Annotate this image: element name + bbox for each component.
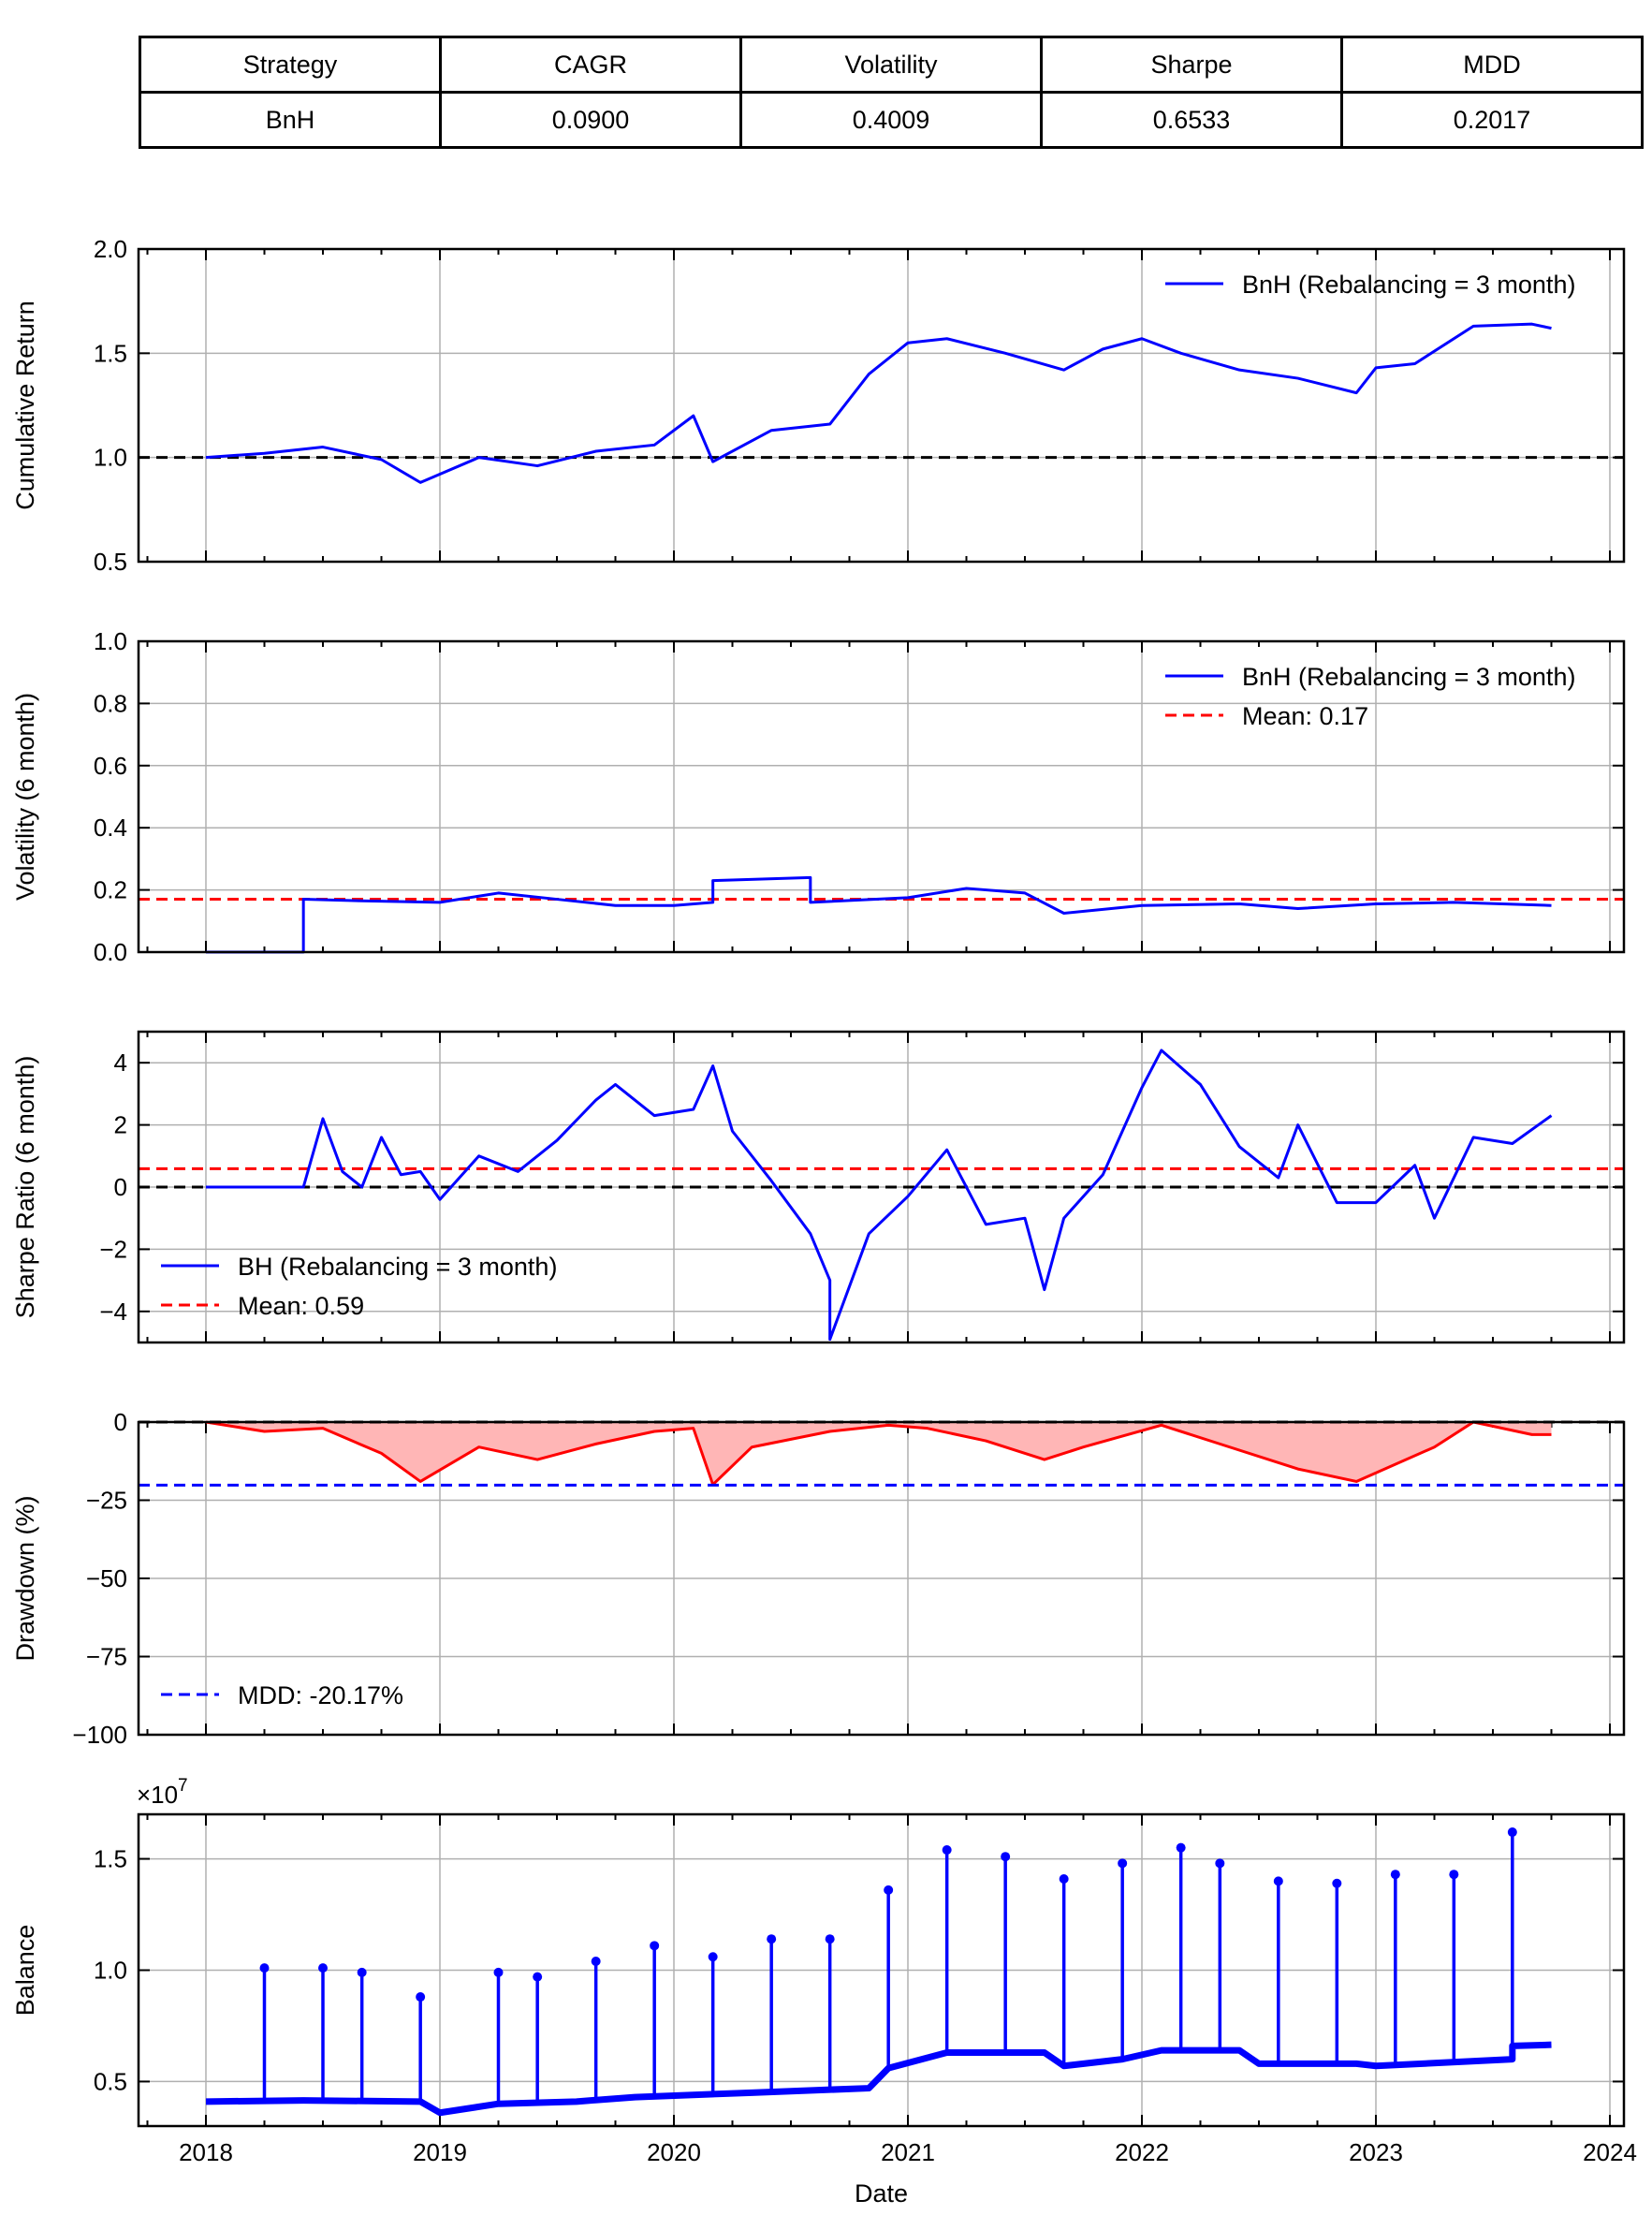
balance-baseline [205,2041,1552,2117]
y-tick-label: 2.0 [94,235,127,263]
y-tick-label: 2 [114,1111,127,1139]
drawdown-area [206,1422,1552,1485]
legend-label-bnh: BnH (Rebalancing = 3 month) [1242,271,1575,299]
y-tick-label: −25 [86,1487,127,1515]
balance-point [1176,1842,1186,1853]
legend-label-bh: BH (Rebalancing = 3 month) [238,1253,557,1281]
plot-frame [137,1420,1626,1737]
offset-exponent: 7 [178,1776,188,1796]
balance-point [1118,1858,1128,1869]
series-bnh-line [205,322,1552,484]
balance-point [1507,1827,1517,1838]
balance-point [533,1972,543,1982]
table-header-cell: Strategy [139,36,442,94]
table-header-cell: CAGR [439,36,742,94]
y-axis-label: Drawdown (%) [11,1495,39,1661]
x-tick-label: 2023 [1349,2138,1403,2166]
y-tick-label: 0.6 [94,752,127,780]
table-cell: 0.2017 [1340,91,1644,149]
panel-5 [137,1812,1626,2128]
x-axis-label: Date [855,2179,908,2208]
y-tick-label: 0.5 [94,2067,127,2095]
y-tick-label: 0.5 [94,548,127,576]
legend-label-bnh: BnH (Rebalancing = 3 month) [1242,663,1575,691]
balance-point [1059,1873,1069,1884]
panel-3 [137,1030,1626,1344]
legend-label-mean: Mean: 0.59 [238,1292,364,1320]
series-bh-line [206,1049,1553,1342]
y-tick-label: 1.0 [94,444,127,472]
y-axis-label: Sharpe Ratio (6 month) [11,1056,39,1319]
y-axis-label: Cumulative Return [11,301,39,510]
balance-point [357,1967,367,1977]
panel-4 [137,1420,1626,1737]
table-header-cell: Volatility [739,36,1043,94]
balance-point [1332,1878,1342,1888]
balance-point [942,1845,952,1856]
metrics-table-header-row: Strategy CAGR Volatility Sharpe MDD [139,36,1644,94]
x-tick-label: 2020 [647,2138,701,2166]
balance-point [884,1885,894,1895]
balance-point [1273,1876,1283,1886]
table-cell: 0.4009 [739,91,1043,149]
table-header-cell: Sharpe [1040,36,1343,94]
table-header-cell: MDD [1340,36,1644,94]
balance-point [708,1952,718,1962]
plot-frame [137,639,1626,954]
balance-point [318,1963,328,1973]
y-tick-label: 0.4 [94,814,127,842]
y-tick-label: −4 [99,1298,127,1326]
balance-point [1449,1870,1459,1880]
x-tick-label: 2022 [1115,2138,1169,2166]
metrics-table-row: BnH 0.0900 0.4009 0.6533 0.2017 [139,91,1644,149]
legend-label-mean: Mean: 0.17 [1242,702,1368,730]
plot-frame [137,247,1626,564]
balance-point [493,1967,504,1977]
balance-point [591,1956,601,1966]
y-tick-label: 0 [114,1173,127,1201]
table-cell: 0.6533 [1040,91,1343,149]
balance-point [1215,1858,1225,1869]
panel-1 [137,247,1626,564]
y-tick-label: 1.5 [94,339,127,367]
y-tick-label: 0 [114,1408,127,1436]
plot-frame [137,1030,1626,1344]
panel-2 [137,639,1626,954]
series-bnh-line [206,875,1552,954]
x-tick-label: 2021 [881,2138,935,2166]
balance-point [1001,1852,1011,1862]
y-axis-label: Balance [11,1925,39,2017]
y-tick-label: 0.2 [94,876,127,904]
legend-label-mdd: MDD: -20.17% [238,1681,403,1709]
y-tick-label: 1.0 [94,1957,127,1985]
x-tick-label: 2019 [413,2138,467,2166]
x-tick-label: 2018 [179,2138,233,2166]
y-tick-label: 0.8 [94,689,127,717]
y-tick-label: −50 [86,1564,127,1592]
y-tick-label: 0.0 [94,938,127,966]
balance-point [650,1941,660,1951]
table-cell: 0.0900 [439,91,742,149]
x-tick-label: 2024 [1583,2138,1637,2166]
balance-point [416,1992,426,2002]
y-tick-label: 4 [114,1049,127,1077]
balance-point [767,1934,777,1944]
balance-point [1390,1870,1400,1880]
y-tick-label: 1.5 [94,1845,127,1873]
y-tick-label: 1.0 [94,627,127,655]
drawdown-line [205,1420,1552,1487]
y-tick-label: −2 [99,1235,127,1263]
balance-point [259,1963,270,1973]
y-tick-label: −100 [72,1721,127,1749]
plot-frame [137,1812,1626,2128]
offset-text: ×10 [137,1781,178,1809]
y-axis-label: Volatility (6 month) [11,693,39,901]
metrics-table: Strategy CAGR Volatility Sharpe MDD BnH … [139,36,1644,149]
y-tick-label: −75 [86,1643,127,1671]
balance-point [825,1934,835,1944]
table-cell: BnH [139,91,442,149]
